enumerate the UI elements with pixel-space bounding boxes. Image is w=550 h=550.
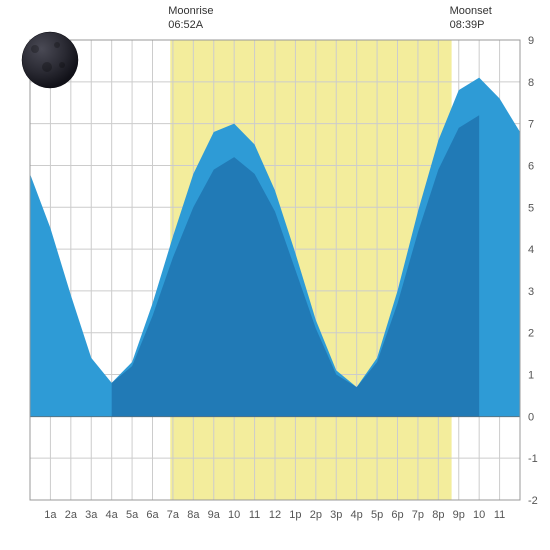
x-tick-label: 8p [432,509,444,521]
y-tick-label: 7 [528,119,534,131]
x-tick-label: 4a [106,509,119,521]
x-tick-label: 10 [473,509,485,521]
x-tick-label: 11 [494,509,505,521]
moonrise-label: Moonrise 06:52A [168,4,213,33]
tide-chart: Moonrise 06:52A Moonset 08:39P -2-101234… [0,0,550,550]
y-tick-label: 0 [528,411,534,423]
moon-phase-icon [17,27,83,93]
moonrise-time: 06:52A [168,18,213,32]
x-tick-label: 5a [126,509,139,521]
x-tick-label: 9a [208,509,221,521]
x-tick-label: 6p [391,509,403,521]
x-tick-label: 1a [44,509,57,521]
x-tick-label: 2p [310,509,322,521]
x-tick-label: 2a [65,509,78,521]
y-tick-label: 1 [528,370,534,382]
x-tick-label: 9p [453,509,465,521]
x-tick-label: 5p [371,509,383,521]
x-tick-label: 8a [187,509,200,521]
y-tick-label: 6 [528,160,534,172]
moonrise-title: Moonrise [168,5,213,17]
x-tick-label: 6a [146,509,159,521]
x-tick-label: 4p [351,509,363,521]
x-tick-label: 7p [412,509,424,521]
x-tick-label: 7a [167,509,180,521]
x-tick-label: 10 [228,509,240,521]
y-tick-label: 3 [528,286,534,298]
y-tick-label: 9 [528,35,534,47]
x-tick-label: 12 [269,509,281,521]
x-tick-label: 3a [85,509,98,521]
x-tick-label: 11 [249,509,260,521]
y-tick-label: 5 [528,202,534,214]
moonset-label: Moonset 08:39P [450,4,550,33]
y-tick-label: 8 [528,77,534,89]
moonset-time: 08:39P [450,18,550,32]
x-tick-label: 1p [289,509,301,521]
y-tick-label: -1 [528,453,538,465]
y-tick-label: 4 [528,244,534,256]
x-tick-label: 3p [330,509,342,521]
moonset-title: Moonset [450,5,492,17]
y-tick-label: -2 [528,495,538,507]
y-tick-label: 2 [528,328,534,340]
